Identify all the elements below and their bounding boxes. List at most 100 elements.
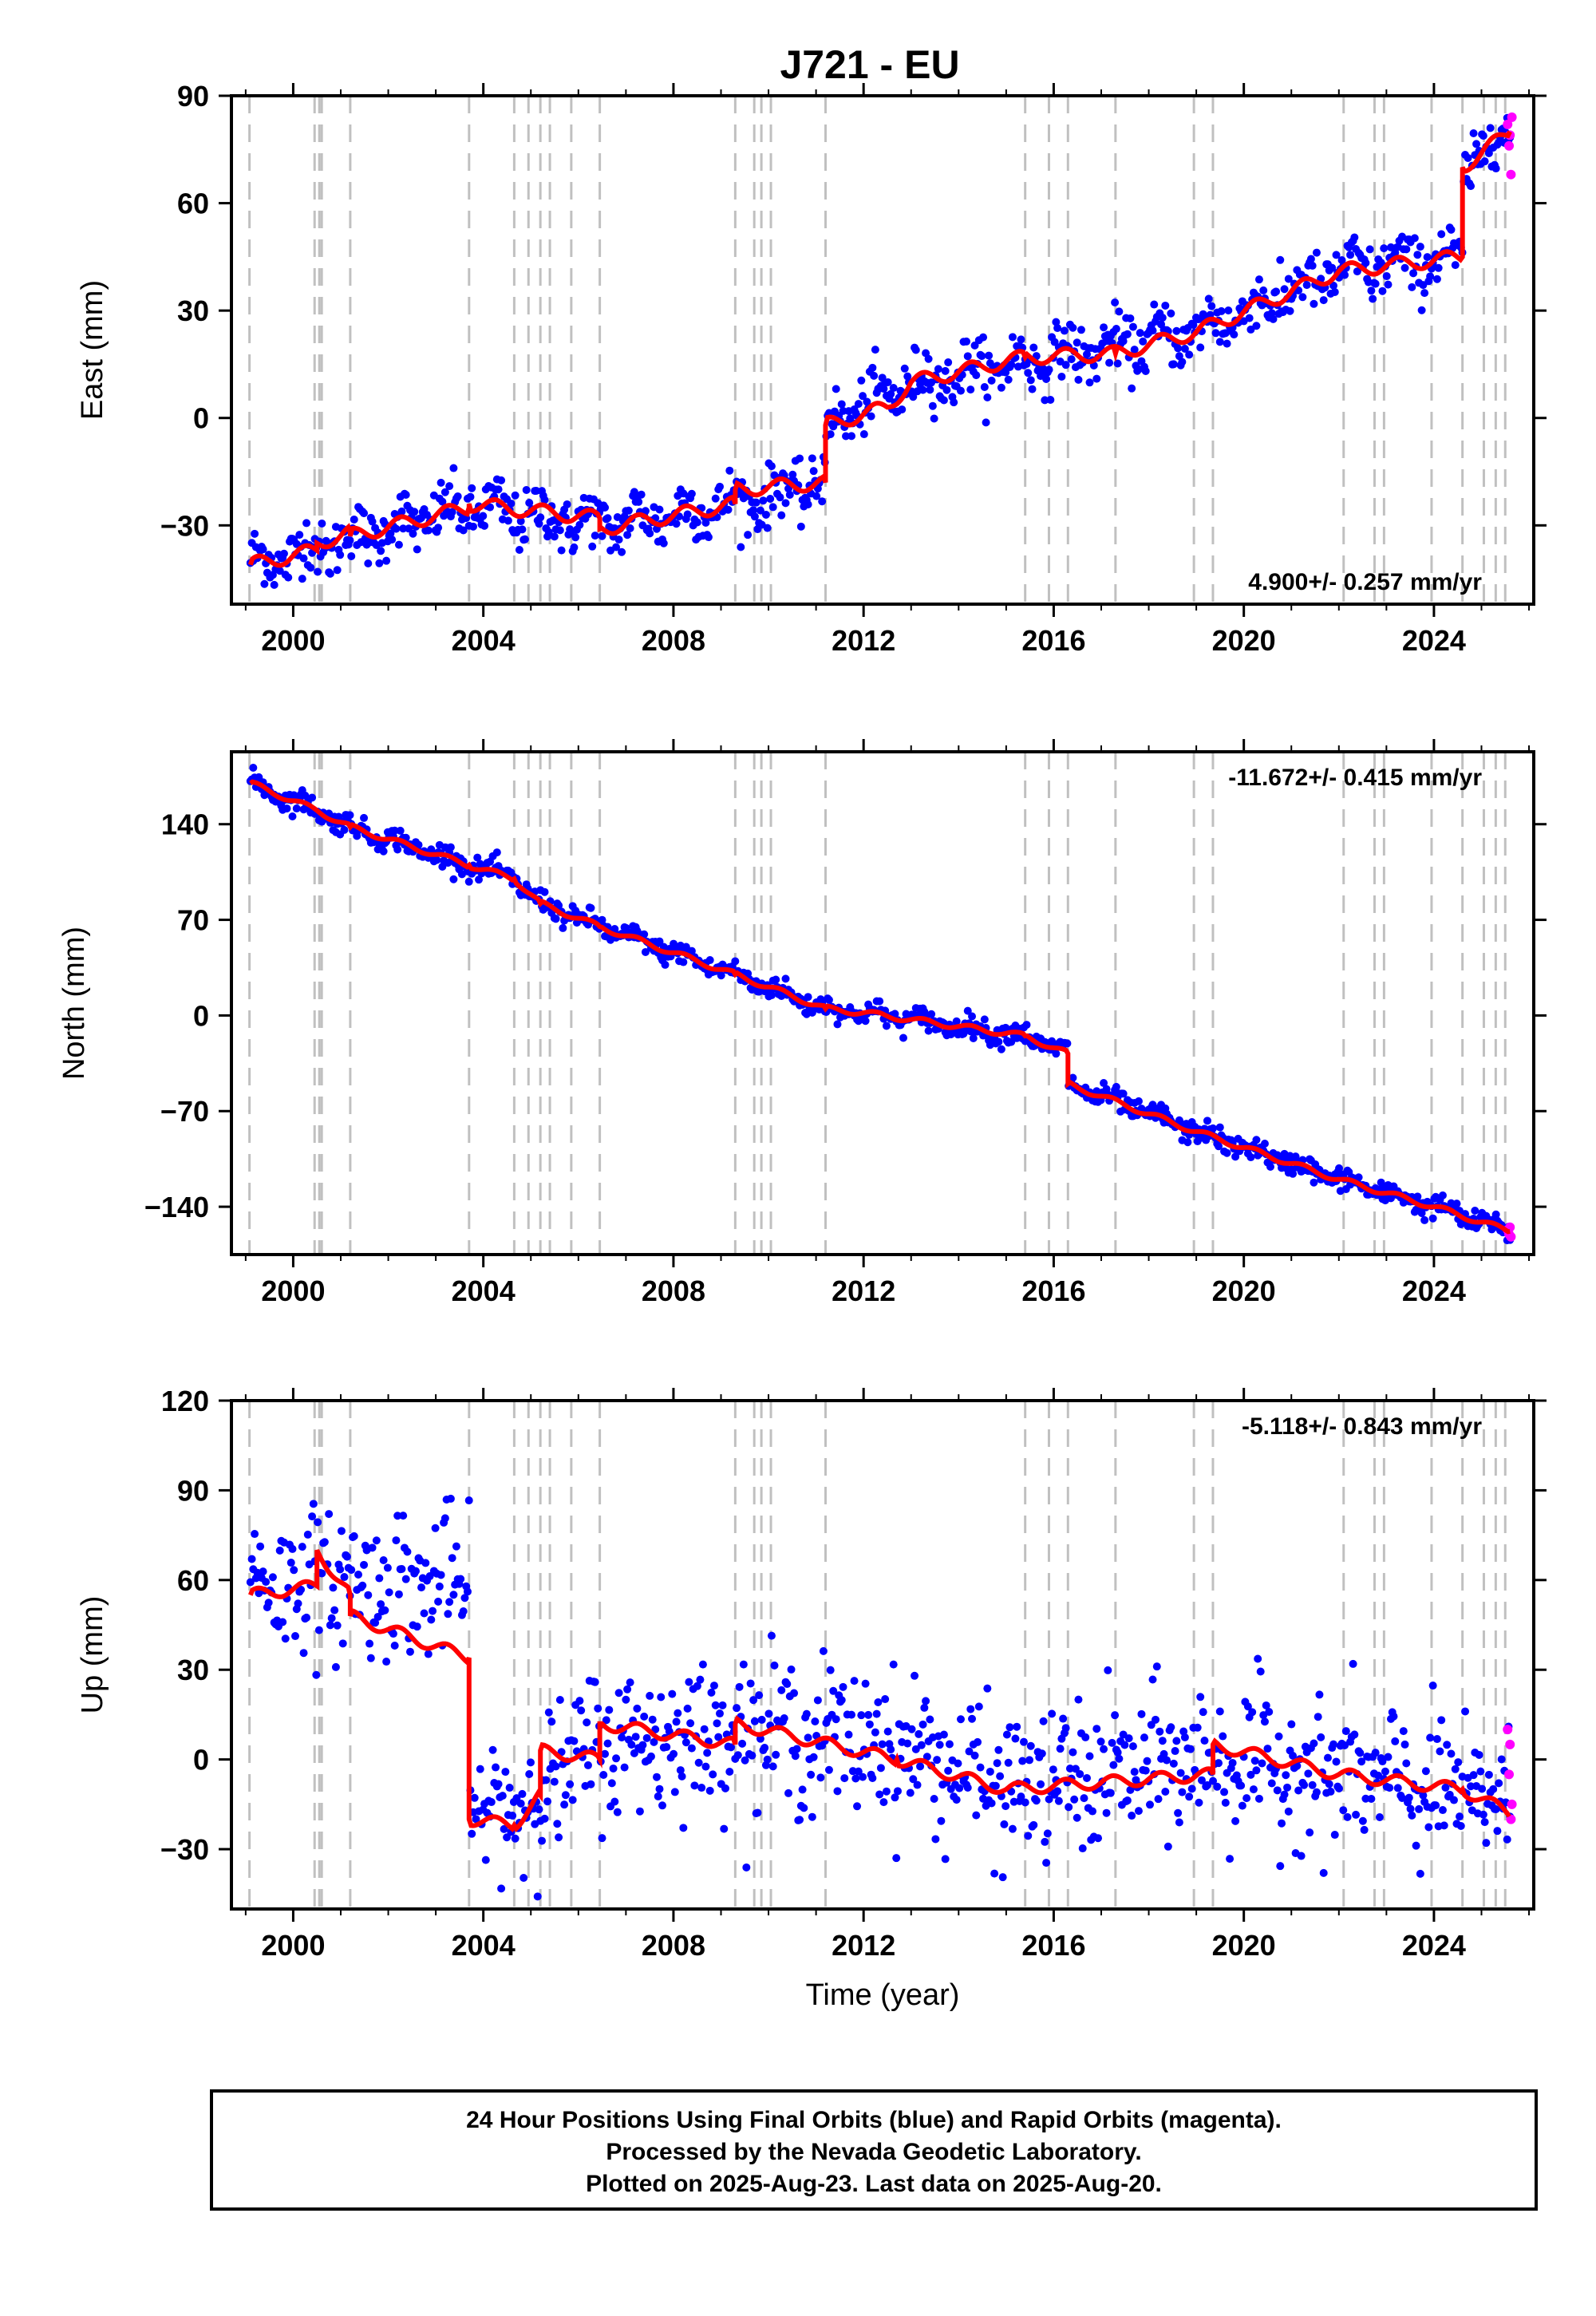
final-point xyxy=(646,529,654,538)
rate-label: 4.900+/- 0.257 mm/yr xyxy=(1248,569,1482,595)
final-point xyxy=(1451,1765,1460,1773)
final-point xyxy=(1128,384,1136,393)
final-point xyxy=(983,1684,992,1693)
final-point xyxy=(1252,322,1261,330)
y-tick-label: 70 xyxy=(177,904,209,937)
final-point xyxy=(479,512,488,520)
final-point xyxy=(993,1759,1001,1768)
final-point xyxy=(715,1709,724,1718)
final-point xyxy=(1438,1806,1447,1815)
final-point xyxy=(963,352,972,361)
final-point xyxy=(557,546,566,555)
final-point xyxy=(707,1688,716,1697)
final-point xyxy=(373,1612,382,1621)
final-point xyxy=(1140,1733,1148,1742)
y-axis-label: East (mm) xyxy=(76,280,109,420)
final-point xyxy=(392,1536,401,1545)
final-point xyxy=(818,497,827,506)
y-tick-label: −140 xyxy=(144,1191,209,1223)
final-point xyxy=(251,529,259,538)
final-point xyxy=(937,1816,946,1825)
final-point xyxy=(994,1037,1003,1046)
final-point xyxy=(1400,1740,1409,1749)
final-point xyxy=(637,490,646,499)
final-point xyxy=(1043,1829,1052,1838)
final-point xyxy=(735,1682,744,1691)
final-point xyxy=(338,1639,347,1648)
final-point xyxy=(955,1784,964,1792)
final-point xyxy=(652,1773,661,1781)
final-point xyxy=(1242,1794,1251,1803)
final-point xyxy=(837,400,846,409)
final-point xyxy=(566,1780,575,1788)
final-point xyxy=(787,1665,796,1674)
rapid-point xyxy=(1507,112,1517,122)
final-point xyxy=(889,1660,898,1669)
final-point xyxy=(1141,1766,1150,1775)
final-point xyxy=(767,1631,776,1640)
final-point xyxy=(1503,1835,1511,1844)
final-point xyxy=(575,1697,584,1705)
final-point xyxy=(522,485,531,494)
final-point xyxy=(623,1685,632,1694)
x-tick-label: 2024 xyxy=(1402,1275,1466,1307)
final-point xyxy=(1493,1827,1502,1836)
final-point xyxy=(956,386,965,395)
final-point xyxy=(247,1555,256,1563)
final-point xyxy=(661,960,670,969)
final-point xyxy=(614,1689,623,1697)
final-point xyxy=(963,1006,972,1015)
final-point xyxy=(939,1730,948,1739)
final-point xyxy=(1386,243,1395,251)
final-point xyxy=(1328,263,1337,272)
final-point xyxy=(1472,140,1481,148)
final-point xyxy=(651,1725,660,1734)
final-point xyxy=(364,559,373,567)
final-point xyxy=(926,385,934,394)
x-axis-label: Time (year) xyxy=(806,1978,960,2012)
final-point xyxy=(390,1642,399,1650)
final-point xyxy=(401,1575,410,1583)
final-point xyxy=(350,1531,358,1540)
final-point xyxy=(742,1863,751,1871)
final-point xyxy=(808,1812,816,1821)
final-point xyxy=(1070,1795,1079,1804)
final-point xyxy=(987,1799,996,1808)
final-point xyxy=(864,1710,873,1719)
final-point xyxy=(1254,275,1263,284)
final-point xyxy=(1183,1138,1192,1147)
final-point xyxy=(1039,1717,1048,1725)
final-point xyxy=(381,1606,389,1614)
final-point xyxy=(1393,1784,1402,1792)
final-point xyxy=(382,1658,391,1666)
final-point xyxy=(476,1765,484,1773)
final-point xyxy=(1073,1813,1081,1822)
final-point xyxy=(414,840,423,849)
y-ticks: −30 0 30 60 90 120 xyxy=(160,1385,1547,1866)
final-point xyxy=(882,1022,891,1030)
final-point xyxy=(1013,1722,1021,1731)
final-point xyxy=(1076,1769,1084,1778)
final-point xyxy=(861,1017,870,1026)
y-tick-label: 90 xyxy=(177,1474,209,1507)
final-point xyxy=(1025,1756,1034,1765)
rapid-point xyxy=(1506,1814,1516,1824)
final-point xyxy=(672,520,681,528)
final-point xyxy=(1438,1191,1447,1199)
final-point xyxy=(721,1784,730,1792)
final-point xyxy=(750,1717,759,1725)
final-point xyxy=(1081,1733,1090,1741)
final-point xyxy=(1123,1796,1132,1805)
final-point xyxy=(1209,1124,1218,1132)
final-point xyxy=(264,1599,273,1607)
final-point xyxy=(781,974,790,983)
final-point xyxy=(1215,1707,1224,1716)
final-point xyxy=(603,514,612,523)
final-point xyxy=(1352,1810,1361,1819)
final-point xyxy=(879,385,888,393)
final-point xyxy=(1304,1769,1313,1778)
final-point xyxy=(396,826,405,835)
final-point xyxy=(551,1762,560,1771)
final-point xyxy=(1022,1021,1031,1030)
final-point xyxy=(1385,1784,1394,1792)
